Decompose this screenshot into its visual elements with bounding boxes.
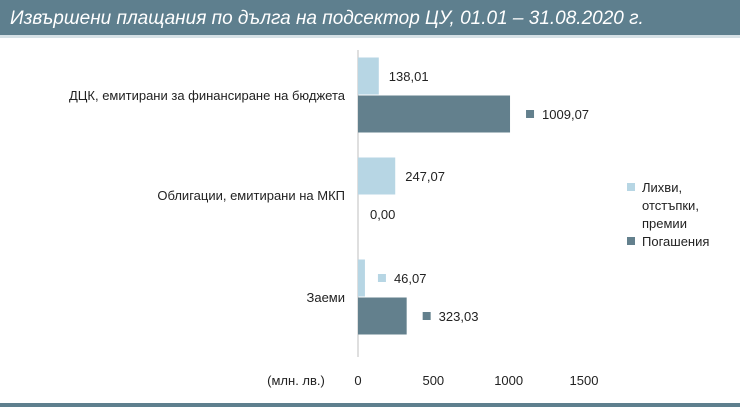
bottom-rule [0,403,740,407]
bars [358,57,511,335]
category-label: Заеми [306,290,345,305]
unit-label: (млн. лв.) [267,373,325,388]
data-label: 1009,07 [542,107,589,122]
data-label: 46,07 [394,271,427,286]
legend-label: Лихви, [642,180,682,195]
legend-swatch [627,183,635,191]
data-label-marker [377,274,386,282]
legend-label: отстъпки, [642,198,699,213]
data-label: 138,01 [389,69,429,84]
data-label: 0,00 [370,207,395,222]
data-label-marker [526,110,535,118]
category-label: ДЦК, емитирани за финансиране на бюджета [69,88,346,103]
data-label: 247,07 [405,169,445,184]
bar [358,297,407,335]
data-label: 323,03 [439,309,479,324]
bar [358,95,511,133]
x-tick-label: 500 [422,373,444,388]
x-tick-label: 1000 [494,373,523,388]
legend-label: премии [642,216,687,231]
bar [358,259,365,297]
bar [358,157,396,195]
title-bar: Извършени плащания по дълга на подсектор… [0,0,740,38]
title-underline [0,35,740,38]
chart-title: Извършени плащания по дълга на подсектор… [10,8,644,29]
legend-label: Погашения [642,234,709,249]
bar [358,57,379,95]
legend-swatch [627,237,635,245]
x-tick-label: 0 [354,373,361,388]
x-tick-label: 1500 [570,373,599,388]
legend: Лихви, отстъпки, премии Погашения [627,180,709,249]
data-label-marker [422,312,431,320]
axes: 0 500 1000 1500 (млн. лв.) ДЦК, емитирани за … [69,50,598,388]
data-labels: 138,01 247,07 46,07 1009,07 0,00 323,03 [370,69,589,324]
category-label: Облигации, емитирани на МКП [157,188,345,203]
